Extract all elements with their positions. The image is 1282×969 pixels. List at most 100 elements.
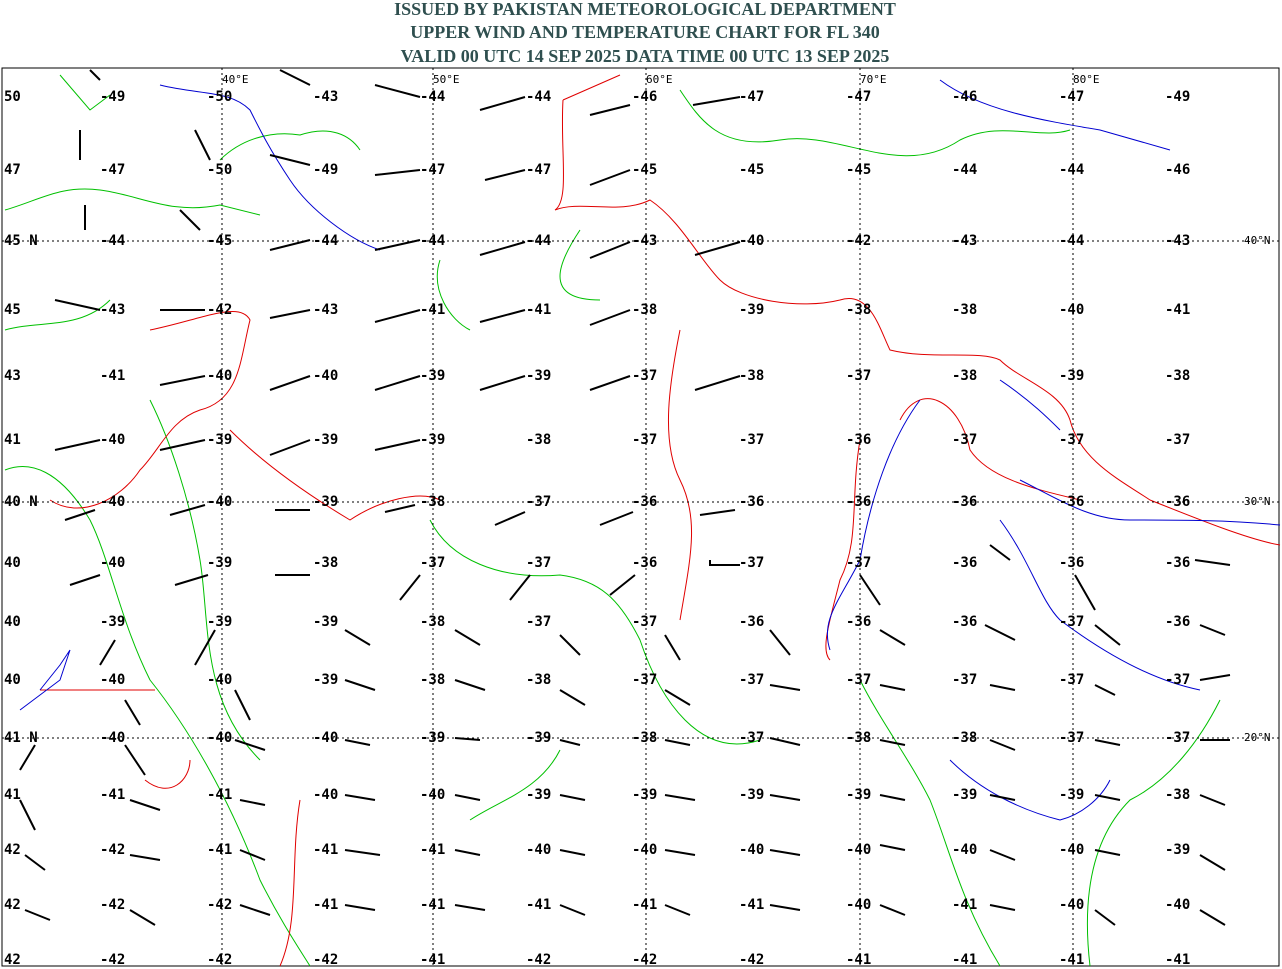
temperature: -38	[526, 432, 551, 448]
temperature: -41	[420, 302, 445, 318]
temperature: -41	[207, 842, 232, 858]
map-frame	[1, 67, 1280, 967]
temperature: -39	[420, 730, 445, 746]
temperature: -36	[1059, 555, 1084, 571]
temperature: 42	[4, 952, 21, 968]
temperature: -45	[207, 233, 232, 249]
title-line: VALID 00 UTC 14 SEP 2025 DATA TIME 00 UT…	[401, 46, 890, 66]
temperature: -37	[1059, 730, 1084, 746]
temperature: -49	[1165, 89, 1190, 105]
temperature: -43	[100, 302, 125, 318]
temperature: 43	[4, 368, 21, 384]
temperature: -43	[952, 233, 977, 249]
temperature: -41	[313, 842, 338, 858]
temperature: -49	[100, 89, 125, 105]
temperature: -42	[100, 842, 125, 858]
temperature: -42	[207, 302, 232, 318]
temperature: 41 N	[4, 730, 38, 746]
longitude-label: 80°E	[1073, 73, 1100, 86]
latitude-label: 30°N	[1244, 495, 1271, 508]
geography	[4, 69, 1281, 967]
temperature: -37	[739, 672, 764, 688]
temperature: -41	[313, 897, 338, 913]
temperature: -36	[952, 555, 977, 571]
temperature: -37	[526, 614, 551, 630]
temperature: -40	[313, 787, 338, 803]
temperature: -40	[100, 555, 125, 571]
temperature: -37	[846, 555, 871, 571]
temperature: -44	[526, 233, 551, 249]
temperature: -39	[739, 302, 764, 318]
temperature: -38	[1165, 787, 1190, 803]
temperature: -37	[632, 672, 657, 688]
temperature: 42	[4, 842, 21, 858]
temperature: -37	[1165, 432, 1190, 448]
temperature: 41	[4, 432, 21, 448]
temperature: -40	[1059, 842, 1084, 858]
temperature: -40	[1059, 302, 1084, 318]
temperature: -41	[632, 897, 657, 913]
temperature: -50	[207, 89, 232, 105]
temperature: -39	[526, 787, 551, 803]
temperature: 40	[4, 672, 21, 688]
temperature: -39	[846, 787, 871, 803]
temperature: -42	[207, 897, 232, 913]
temperature: -44	[100, 233, 125, 249]
temperature: -44	[952, 162, 977, 178]
temperature: -37	[1165, 672, 1190, 688]
temperature: -41	[952, 897, 977, 913]
temperature: -37	[420, 555, 445, 571]
latitude-label: 40°N	[1244, 234, 1271, 247]
temperature: 40 N	[4, 494, 38, 510]
temperature: -36	[1059, 494, 1084, 510]
temperature: -38	[846, 302, 871, 318]
longitude-label: 40°E	[222, 73, 249, 86]
temperature: -37	[526, 494, 551, 510]
temperature: -39	[632, 787, 657, 803]
temperature: -40	[100, 494, 125, 510]
temperature: -42	[313, 952, 338, 968]
temperature: -38	[1165, 368, 1190, 384]
temperature: -40	[207, 368, 232, 384]
temperature: -42	[100, 952, 125, 968]
temperature: -41	[1059, 952, 1084, 968]
temperature: -40	[100, 432, 125, 448]
temperature: -37	[739, 432, 764, 448]
temperature: -38	[952, 302, 977, 318]
temperature: -41	[739, 897, 764, 913]
temperature: -47	[420, 162, 445, 178]
temperature: -37	[739, 555, 764, 571]
temperature: -40	[739, 233, 764, 249]
temperature: -38	[739, 368, 764, 384]
temperature: -41	[1165, 952, 1190, 968]
temperature: -40	[207, 494, 232, 510]
temperature: -36	[1165, 555, 1190, 571]
temperature: -44	[420, 233, 445, 249]
temperature: -40	[632, 842, 657, 858]
temperature: -44	[1059, 162, 1084, 178]
temperature: -39	[1059, 368, 1084, 384]
temperature: -36	[846, 432, 871, 448]
temperature: -39	[313, 494, 338, 510]
temperature: -36	[739, 614, 764, 630]
temperature: -43	[313, 302, 338, 318]
temperature: -40	[739, 842, 764, 858]
temperature: -44	[526, 89, 551, 105]
temperature: -39	[526, 730, 551, 746]
temperature: -42	[846, 233, 871, 249]
temperature: 45	[4, 302, 21, 318]
temperature: -42	[526, 952, 551, 968]
temperature: -45	[846, 162, 871, 178]
temperature: -40	[100, 730, 125, 746]
temperature: -44	[313, 233, 338, 249]
temperature: -46	[952, 89, 977, 105]
temperature: -39	[952, 787, 977, 803]
temperature: -42	[739, 952, 764, 968]
title-line: UPPER WIND AND TEMPERATURE CHART FOR FL …	[410, 22, 880, 42]
temperature: -36	[632, 494, 657, 510]
temperature: 40	[4, 555, 21, 571]
temperature: -37	[952, 672, 977, 688]
temperature: -41	[100, 787, 125, 803]
longitude-label: 60°E	[646, 73, 673, 86]
